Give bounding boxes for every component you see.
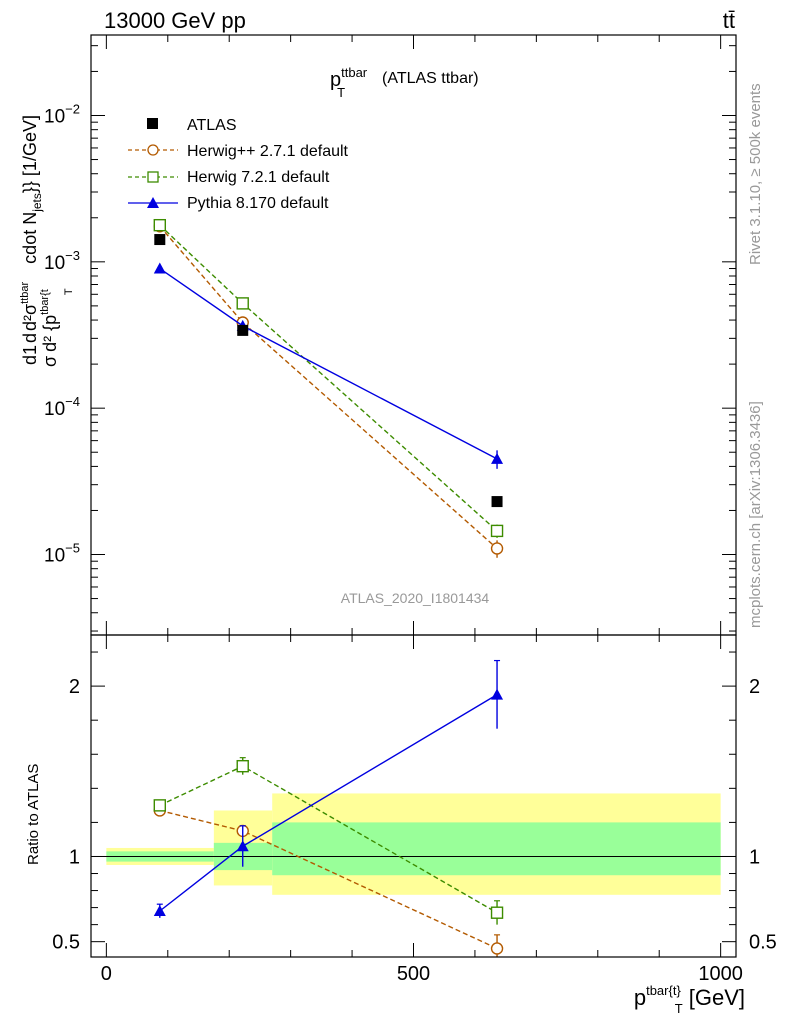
ratio-y-tick-label-right-2: 2: [749, 676, 760, 698]
header-energy-label: 13000 GeV pp: [104, 8, 246, 33]
xlabel-sub: T: [675, 1001, 683, 1016]
plot-title-rest: (ATLAS ttbar): [382, 70, 479, 87]
main-axis-ticks: 10−510−410−310−2: [44, 35, 736, 635]
legend: ATLAS Herwig++ 2.7.1 default Herwig 7.2.…: [128, 117, 349, 212]
ylabel-d2sigma: d²σ: [20, 304, 40, 331]
legend-herwig7-label: Herwig 7.2.1 default: [187, 169, 330, 186]
main-y-tick-label-3: 10−2: [44, 101, 80, 127]
main-y-tick-exp-2: −3: [65, 248, 80, 263]
ratio-y-tick-label-left-0: 0.5: [52, 932, 80, 954]
ylabel-d: d: [20, 355, 40, 365]
svg-text:σd² {ptbar{tT: σ d² {ptbar{t T: [39, 288, 75, 367]
main-y-tick-exp-1: −4: [65, 394, 80, 409]
main-y-tick-label-1: 10−4: [44, 394, 80, 420]
main-point-pythia-2: [491, 452, 504, 464]
svg-text:d1dd²σttbarcdot Njets}} [1/GeV: d1dd²σttbarcdot Njets}} [1/GeV]: [19, 115, 44, 365]
legend-pythia-marker: [147, 197, 159, 208]
ratio-line-herwigpp: [159, 809, 498, 950]
ratio-point-pythia-1: [236, 840, 249, 852]
plot-title: pttbar T: [330, 65, 368, 100]
xlabel-sup: tbar{t}: [646, 983, 681, 998]
ratio-y-tick-label-left-2: 2: [69, 676, 80, 698]
main-line-pythia: [159, 267, 498, 460]
main-y-axis-label: d1dd²σttbarcdot Njets}} [1/GeV] σd² {ptb…: [19, 115, 75, 367]
plot-title-main: p: [330, 69, 341, 91]
ratio-point-pythia-2: [491, 688, 504, 700]
main-y-tick-base-2: 10: [44, 253, 65, 274]
legend-atlas-label: ATLAS: [187, 117, 237, 134]
ratio-y-tick-label-left-1: 1: [69, 846, 80, 868]
plot-title-sub: T: [337, 85, 345, 100]
ratio-y-tick-label-right-0: 0.5: [749, 932, 777, 954]
main-point-herwig7-1: [236, 297, 249, 310]
main-y-tick-base-3: 10: [44, 106, 65, 127]
ratio-axis-ticks: 0 500 1000 0.5 0.5 1 1 2 2: [52, 635, 777, 985]
main-point-herwigpp-2: [490, 542, 504, 555]
main-point-atlas-2: [491, 496, 503, 508]
main-y-tick-label-2: 10−3: [44, 248, 80, 274]
mcplots-reference-label: mcplots.cern.ch [arXiv:1306.3436]: [747, 401, 764, 628]
ratio-plot-content: [91, 659, 736, 957]
main-line-herwig7: [159, 224, 498, 532]
main-line-herwigpp: [159, 225, 498, 549]
main-point-herwig7-2: [490, 524, 504, 538]
ylabel-densup: tbar{t: [39, 289, 51, 315]
main-panel: 10−510−410−310−2 pttbar T (ATLAS ttbar) A…: [19, 34, 737, 636]
main-y-tick-exp-0: −5: [65, 541, 80, 556]
ratio-point-herwig7-1: [236, 759, 249, 773]
legend-herwig7-marker: [147, 171, 159, 183]
main-point-atlas-1: [237, 324, 249, 336]
x-axis-label: ptbar{t} T [GeV]: [634, 983, 745, 1016]
ratio-point-herwig7-2: [490, 906, 504, 919]
main-point-atlas-0: [154, 234, 166, 246]
legend-pythia-label: Pythia 8.170 default: [187, 195, 329, 212]
main-y-tick-base-1: 10: [44, 399, 65, 420]
ratio-y-tick-label-right-1: 1: [749, 846, 760, 868]
ylabel-rest: cdot N: [20, 212, 40, 264]
ratio-panel: 0 500 1000 0.5 0.5 1 1 2 2 Ratio to ATLAS: [25, 634, 777, 985]
x-tick-label-0: 0: [101, 963, 112, 985]
main-point-herwig7-0: [153, 218, 167, 232]
rivet-version-label: Rivet 3.1.10, ≥ 500k events: [747, 83, 764, 265]
x-tick-label-1: 500: [397, 963, 430, 985]
ratio-y-axis-label: Ratio to ATLAS: [25, 764, 42, 865]
main-y-tick-base-0: 10: [44, 546, 65, 567]
xlabel-p: p: [634, 985, 646, 1010]
ylabel-one: 1: [20, 345, 40, 355]
ylabel-sigma: σ: [40, 356, 60, 367]
ratio-band-green-bin-2: [272, 822, 721, 876]
ylabel-rest2: }} [1/GeV]: [20, 115, 40, 193]
ratio-point-herwigpp-2: [490, 942, 504, 955]
main-y-tick-exp-3: −2: [65, 101, 80, 116]
ylabel-sup: ttbar: [19, 281, 31, 303]
main-point-pythia-0: [153, 262, 166, 274]
main-y-tick-label-0: 10−5: [44, 541, 80, 567]
ylabel-den: d² {p: [40, 315, 60, 352]
header-process-label: tt̄: [723, 8, 735, 33]
ratio-point-pythia-0: [153, 905, 166, 916]
x-tick-label-2: 1000: [698, 963, 743, 985]
legend-herwigpp-marker: [147, 144, 159, 156]
legend-atlas-marker: [147, 118, 158, 129]
plot-title-sup: ttbar: [341, 65, 368, 80]
ylabel-rest-sub: jets: [30, 193, 44, 213]
xlabel-unit: [GeV]: [689, 985, 745, 1010]
ratio-point-herwig7-0: [153, 799, 167, 812]
ylabel-densub: T: [63, 288, 75, 295]
ylabel-d2: d: [20, 333, 40, 343]
main-plot-content: [153, 218, 504, 558]
analysis-watermark: ATLAS_2020_I1801434: [341, 590, 490, 606]
legend-herwigpp-label: Herwig++ 2.7.1 default: [187, 143, 349, 160]
